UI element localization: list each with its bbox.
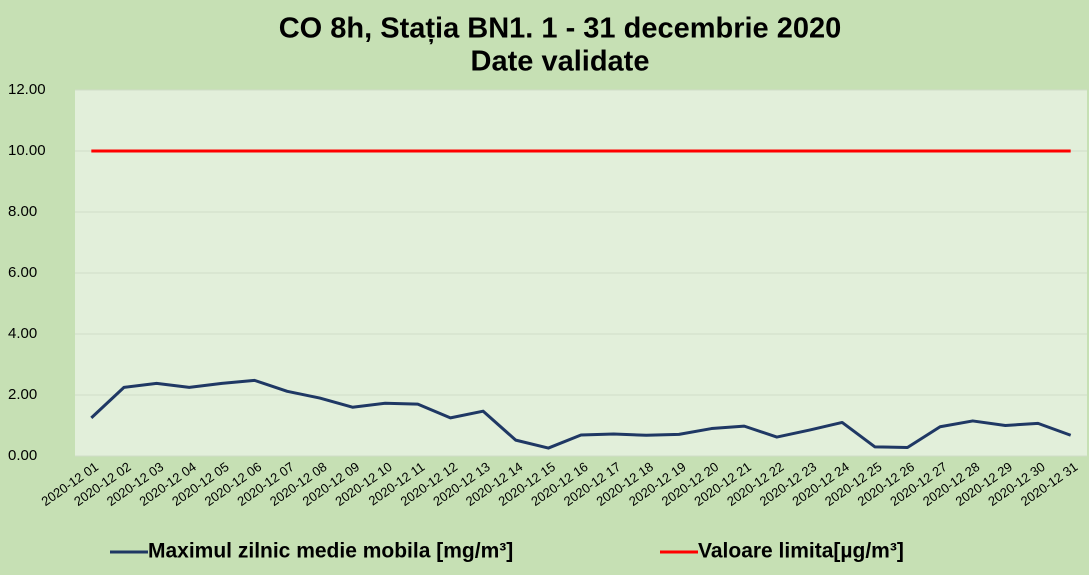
y-tick-label: 10.00 (8, 142, 46, 159)
legend-label: Valoare limita[µg/m³] (698, 540, 904, 563)
y-tick-label: 4.00 (8, 325, 37, 342)
y-tick-label: 8.00 (8, 203, 37, 220)
chart-title: Date validate (471, 46, 650, 78)
y-tick-label: 2.00 (8, 386, 37, 403)
chart-title: CO 8h, Stația BN1. 1 - 31 decembrie 2020 (279, 13, 842, 45)
y-tick-label: 0.00 (8, 447, 37, 464)
y-tick-label: 12.00 (8, 81, 46, 98)
series-line (90, 378, 1072, 450)
y-tick-label: 6.00 (8, 264, 37, 281)
legend-label: Maximul zilnic medie mobila [mg/m³] (148, 540, 513, 563)
